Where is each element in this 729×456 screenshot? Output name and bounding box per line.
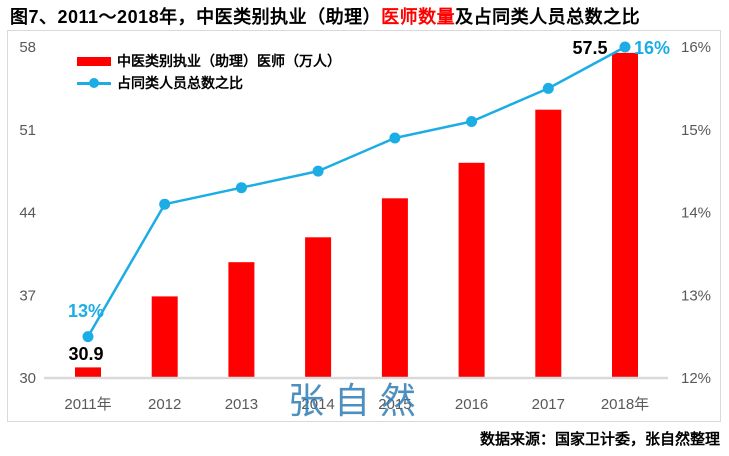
right-axis-tick-label: 15%	[681, 122, 711, 139]
right-axis-tick-label: 12%	[681, 370, 711, 387]
percentage-line	[86, 45, 627, 338]
bar-2017	[535, 109, 562, 378]
line-swatch-marker-icon	[89, 78, 99, 88]
line-marker-2011年	[82, 331, 94, 343]
data-source: 数据来源：国家卫计委，张自然整理	[479, 431, 720, 448]
x-axis-label-2018年: 2018年	[601, 396, 649, 413]
legend-item-line-series: 占同类人员总数之比	[77, 72, 341, 94]
line-marker-2018年	[619, 41, 631, 53]
line-marker-2014	[312, 165, 324, 177]
title-prefix: 图7、2011～2018年，中医类别执业（助理）	[10, 7, 382, 27]
data-label: 30.9	[68, 344, 103, 364]
bar-2015	[381, 198, 408, 378]
data-label: 57.5	[572, 38, 607, 58]
data-label: 13%	[68, 301, 104, 321]
bar-2012	[151, 296, 178, 378]
bar-2014	[305, 237, 332, 378]
x-axis-label-2012: 2012	[148, 396, 181, 413]
left-axis-tick-label: 58	[19, 39, 36, 56]
line-marker-2015	[389, 132, 401, 144]
bar-series-swatch-icon	[77, 56, 111, 66]
legend-label-line-series: 占同类人员总数之比	[117, 75, 243, 91]
x-axis-label-2017: 2017	[532, 396, 565, 413]
line-marker-2016	[466, 116, 478, 127]
x-axis-label-2011年: 2011年	[64, 396, 111, 413]
title-highlight: 医师数量	[381, 7, 456, 27]
bar-2013	[228, 262, 255, 378]
right-axis-tick-label: 13%	[681, 287, 711, 304]
chart-title: 图7、2011～2018年，中医类别执业（助理）医师数量及占同类人员总数之比	[10, 3, 640, 29]
left-axis-tick-label: 44	[19, 205, 36, 222]
bar-2011年	[75, 367, 101, 378]
line-marker-2012	[159, 198, 171, 210]
line-marker-2017	[542, 82, 554, 94]
left-axis-tick-label: 37	[19, 287, 36, 304]
line-marker-2013	[235, 182, 247, 194]
x-axis-label-2014: 2014	[301, 396, 334, 413]
bar-2016	[458, 162, 485, 378]
watermark: 张自然	[288, 381, 427, 422]
legend-item-bar-series: 中医类别执业（助理）医师（万人）	[77, 50, 341, 72]
bar-2018年	[612, 52, 638, 379]
data-label: 16%	[634, 38, 670, 58]
x-axis-label-2013: 2013	[225, 396, 258, 413]
legend: 中医类别执业（助理）医师（万人） 占同类人员总数之比	[77, 50, 341, 94]
x-axis-label-2015: 2015	[378, 396, 411, 413]
right-axis-tick-label: 14%	[681, 205, 711, 222]
line-series-swatch-icon	[77, 77, 111, 89]
right-axis-tick-label: 16%	[681, 39, 711, 56]
left-axis-tick-label: 51	[19, 122, 36, 139]
chart-area	[7, 30, 721, 422]
left-axis-tick-label: 30	[19, 370, 36, 387]
x-axis-label-2016: 2016	[455, 396, 488, 413]
legend-label-bar-series: 中医类别执业（助理）医师（万人）	[117, 53, 341, 69]
title-suffix: 及占同类人员总数之比	[455, 7, 641, 27]
